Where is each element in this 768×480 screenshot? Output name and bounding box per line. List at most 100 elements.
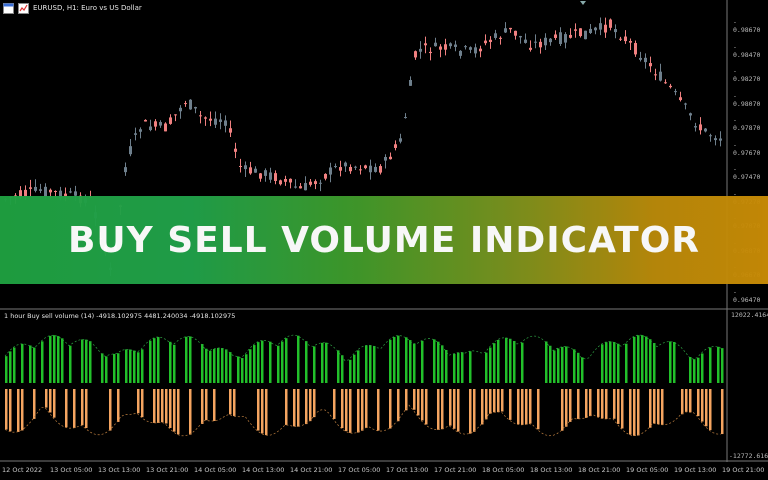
time-axis-label: 13 Oct 05:00 (50, 466, 93, 474)
candle-body (404, 117, 407, 119)
buy-volume-bar (133, 350, 136, 383)
candle-body (189, 99, 192, 110)
buy-volume-bar (5, 356, 8, 383)
sell-volume-bar (521, 389, 524, 425)
sell-volume-bar (261, 389, 264, 434)
sell-volume-bar (485, 389, 488, 420)
window-icon[interactable] (3, 2, 14, 14)
sell-volume-bar (233, 389, 236, 416)
sell-volume-bar (653, 389, 656, 424)
candle-body (289, 178, 292, 183)
candle-body (329, 167, 332, 175)
candle-body (129, 146, 132, 155)
sell-volume-bar (681, 389, 684, 415)
sell-volume-bar (117, 389, 120, 422)
sell-volume-bar (481, 389, 484, 425)
sell-volume-bar (5, 389, 8, 430)
sell-volume-bar (605, 389, 608, 419)
candle-body (224, 120, 227, 126)
sell-volume-bar (497, 389, 500, 413)
candle-body (574, 29, 577, 31)
sell-volume-bar (157, 389, 160, 423)
candle-body (234, 148, 237, 152)
time-axis-label: 18 Oct 21:00 (578, 466, 621, 474)
buy-volume-bar (485, 352, 488, 383)
sell-volume-bar (365, 389, 368, 428)
candle-body (614, 29, 617, 33)
candle-body (569, 34, 572, 38)
candle-body (559, 32, 562, 44)
candle-body (219, 119, 222, 122)
sell-volume-bar (721, 389, 724, 435)
sell-volume-bar (333, 389, 336, 419)
buy-volume-bar (581, 357, 584, 383)
candle-body (609, 19, 612, 28)
indicator-top-value: 12022.4164 (731, 311, 768, 319)
sell-volume-bar (577, 389, 580, 419)
sell-volume-bar (621, 389, 624, 429)
candle-body (639, 57, 642, 60)
buy-volume-bar (321, 342, 324, 383)
sell-volume-bar (109, 389, 112, 431)
buy-volume-bar (69, 345, 72, 383)
buy-volume-bar (257, 342, 260, 383)
time-axis-label: 14 Oct 05:00 (194, 466, 237, 474)
sell-volume-bar (601, 389, 604, 419)
buy-volume-bar (225, 349, 228, 383)
candle-body (384, 157, 387, 161)
candle-body (434, 42, 437, 47)
candle-body (629, 40, 632, 43)
price-axis-label: - 0.97470 (733, 165, 761, 181)
candle-body (249, 167, 252, 174)
candle-body (699, 124, 702, 131)
buy-volume-bar (245, 354, 248, 383)
volume-indicator-chart[interactable] (0, 310, 768, 462)
buy-volume-bar (125, 349, 128, 383)
buy-volume-bar (609, 341, 612, 383)
candle-body (409, 80, 412, 86)
sell-volume-bar (565, 389, 568, 427)
sell-volume-bar (309, 389, 312, 422)
buy-volume-bar (717, 346, 720, 383)
candle-body (424, 43, 427, 46)
candle-body (19, 190, 22, 198)
sell-volume-bar (585, 389, 588, 418)
buy-volume-bar (437, 341, 440, 383)
time-axis-label: 19 Oct 05:00 (626, 466, 669, 474)
sell-volume-bar (421, 389, 424, 421)
price-axis-label: - 0.96470 (733, 287, 761, 304)
candle-body (259, 173, 262, 179)
buy-volume-bar (693, 359, 696, 383)
sell-volume-bar (413, 389, 416, 410)
sell-volume-bar (517, 389, 520, 425)
buy-volume-bar (9, 351, 12, 383)
candle-body (389, 156, 392, 160)
candle-body (239, 165, 242, 167)
candle-body (674, 91, 677, 93)
chart-icon[interactable] (18, 2, 29, 14)
price-chart[interactable] (0, 0, 768, 310)
sell-volume-bar (161, 389, 164, 423)
sell-volume-bar (141, 389, 144, 418)
buy-volume-bar (277, 345, 280, 383)
buy-volume-bar (637, 335, 640, 383)
candle-body (504, 28, 507, 33)
candle-body (49, 189, 52, 193)
buy-volume-bar (141, 349, 144, 383)
sell-volume-bar (285, 389, 288, 425)
candle-body (214, 118, 217, 125)
candle-body (179, 107, 182, 112)
buy-volume-bar (189, 336, 192, 383)
candle-body (319, 182, 322, 184)
candle-body (519, 36, 522, 38)
sell-volume-bar (489, 389, 492, 414)
sell-volume-bar (425, 389, 428, 425)
candle-body (359, 169, 362, 171)
sell-volume-bar (689, 389, 692, 413)
buy-volume-bar (617, 343, 620, 383)
buy-volume-bar (493, 343, 496, 383)
buy-volume-bar (633, 336, 636, 383)
candle-body (459, 50, 462, 56)
buy-volume-bar (421, 340, 424, 383)
candle-body (144, 119, 147, 122)
